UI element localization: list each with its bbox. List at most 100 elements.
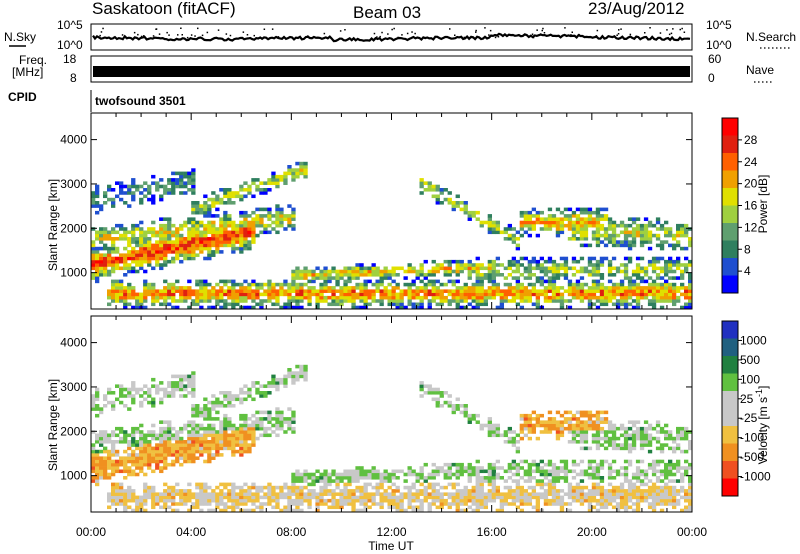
heatmap-cell [387,299,392,303]
heatmap-cell [551,214,557,218]
heatmap-cell [255,423,260,428]
heatmap-cell [139,469,144,474]
heatmap-cell [359,476,364,480]
heatmap-cell [595,263,601,267]
heatmap-cell [676,433,681,438]
heatmap-cell [479,502,484,506]
heatmap-cell [315,273,320,277]
heatmap-cell [595,243,601,248]
heatmap-cell [123,299,128,303]
heatmap-cell [676,259,681,264]
heatmap-cell [672,276,677,280]
heatmap-cell [639,279,645,284]
heatmap-cell [411,492,416,496]
heatmap-cell [331,489,336,493]
heatmap-cell [643,498,649,503]
heatmap-cell [559,423,565,428]
heatmap-cell [363,292,368,297]
heatmap-cell [231,191,236,195]
heatmap-cell [143,489,148,493]
heatmap-cell [651,263,657,267]
heatmap-cell [123,430,128,434]
heatmap-cell [195,446,200,451]
heatmap-cell [251,492,256,496]
heatmap-cell [315,302,320,307]
heatmap-cell [635,426,641,431]
heatmap-cell [231,302,236,307]
heatmap-cell [664,266,669,271]
heatmap-cell [587,263,593,267]
heatmap-cell [611,230,617,235]
heatmap-cell [599,214,605,218]
colorbar-tick-label: 12 [744,220,758,234]
heatmap-cell [191,440,196,444]
heatmap-cell [479,469,484,474]
velocity-unit-bracket: ] [756,386,770,389]
heatmap-cell [631,286,637,290]
heatmap-cell [255,295,260,300]
heatmap-cell [219,201,224,205]
heatmap-cell [391,476,396,480]
heatmap-cell [351,502,356,506]
heatmap-cell [635,492,641,496]
heatmap-cell [275,426,280,431]
heatmap-cell [331,472,336,477]
heatmap-cell [251,508,256,513]
heatmap-cell [459,266,464,271]
heatmap-cell [211,489,216,493]
heatmap-cell [159,443,164,447]
heatmap-cell [523,214,529,218]
heatmap-cell [487,230,493,235]
heatmap-cell [119,462,124,467]
colorbar-swatch [722,338,738,357]
heatmap-cell [595,259,601,264]
heatmap-cell [611,426,617,431]
heatmap-cell [523,459,529,464]
heatmap-cell [447,269,452,274]
heatmap-cell [607,440,613,444]
heatmap-cell [507,286,513,290]
heatmap-cell [91,243,96,248]
heatmap-cell [179,286,184,290]
heatmap-cell [515,279,521,284]
heatmap-cell [491,269,497,274]
heatmap-cell [235,295,240,300]
heatmap-cell [299,492,304,496]
heatmap-cell [495,269,501,274]
heatmap-cell [659,508,665,513]
heatmap-cell [475,305,480,310]
heatmap-cell [627,279,633,284]
heatmap-cell [623,472,629,477]
heatmap-cell [223,433,228,438]
heatmap-cell [271,302,276,307]
heatmap-cell [295,289,300,293]
heatmap-cell [567,292,573,297]
heatmap-cell [655,295,661,300]
colorbar-swatch [722,223,738,241]
y-tick-label: 2000 [60,221,87,235]
heatmap-cell [263,394,268,398]
heatmap-cell [676,233,681,238]
heatmap-cell [676,430,681,434]
heatmap-cell [315,289,320,293]
heatmap-cell [491,279,497,284]
heatmap-cell [163,223,168,228]
heatmap-cell [643,469,649,474]
heatmap-cell [135,472,140,477]
heatmap-cell [635,233,641,238]
heatmap-cell [223,279,228,284]
heatmap-cell [575,410,581,415]
heatmap-cell [175,489,180,493]
colorbar-swatch [722,356,738,374]
heatmap-cell [123,266,128,271]
heatmap-cell [179,387,184,392]
heatmap-cell [431,273,436,277]
heatmap-cell [591,482,597,487]
heatmap-cell [423,289,428,293]
heatmap-cell [239,240,244,244]
heatmap-cell [651,295,657,300]
heatmap-cell [515,479,521,483]
heatmap-cell [151,246,156,251]
heatmap-cell [123,191,128,195]
heatmap-cell [195,426,200,431]
